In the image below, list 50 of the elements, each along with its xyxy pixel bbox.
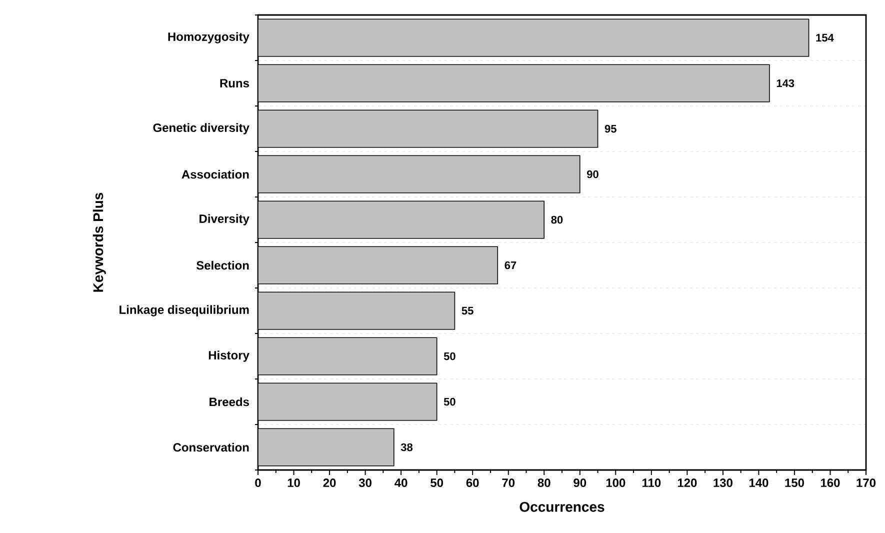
x-tick-label: 120 — [678, 478, 697, 488]
x-tick-label: 20 — [323, 478, 336, 488]
x-tick-label: 170 — [856, 478, 876, 488]
bar — [258, 155, 580, 194]
y-tick-label: Conservation — [173, 442, 249, 452]
y-tick-label: Linkage disequilibrium — [120, 305, 249, 316]
x-tick-label: 80 — [538, 478, 550, 488]
x-axis-title: Occurrences — [520, 502, 604, 512]
x-tick-label: 70 — [502, 478, 515, 488]
bar — [258, 292, 456, 330]
data-label: 80 — [551, 216, 563, 224]
bar — [258, 246, 498, 284]
y-axis-title: Keywords Plus — [92, 192, 106, 292]
x-tick-label: 30 — [358, 478, 372, 488]
bar — [258, 110, 598, 148]
y-tick-label: Selection — [196, 260, 249, 270]
x-tick-label: 110 — [642, 478, 661, 488]
x-tick-label: 90 — [574, 478, 586, 488]
bar — [258, 428, 394, 466]
data-label: 67 — [504, 261, 516, 270]
bar — [258, 382, 438, 421]
data-label: 154 — [816, 34, 834, 42]
x-tick-label: 50 — [430, 478, 444, 488]
data-label: 95 — [604, 124, 616, 133]
bar — [258, 200, 545, 239]
x-tick-label: 160 — [820, 478, 840, 488]
data-label: 143 — [776, 79, 794, 88]
x-tick-label: 40 — [394, 478, 408, 488]
data-label: 50 — [444, 352, 456, 360]
x-tick-label: 10 — [288, 478, 300, 488]
x-tick-label: 0 — [255, 478, 261, 488]
bar — [258, 64, 770, 102]
y-tick-label: Breeds — [210, 397, 249, 406]
data-label: 50 — [444, 398, 456, 406]
x-tick-label: 150 — [785, 478, 804, 488]
data-label: 55 — [462, 306, 474, 315]
x-tick-label: 60 — [466, 478, 479, 488]
y-tick-label: Association — [182, 170, 249, 179]
y-tick-label: History — [208, 350, 250, 362]
x-tick-label: 100 — [606, 478, 626, 488]
bar — [258, 18, 810, 57]
y-tick-label: Diversity — [200, 214, 250, 226]
x-tick-label: 140 — [749, 478, 768, 488]
data-label: 38 — [400, 443, 413, 452]
data-label: 90 — [586, 170, 598, 178]
bar — [258, 337, 438, 376]
x-tick-label: 130 — [714, 478, 732, 488]
y-tick-label: Homozygosity — [168, 32, 250, 44]
y-tick-label: Genetic diversity — [153, 123, 250, 134]
y-tick-label: Runs — [220, 79, 249, 88]
